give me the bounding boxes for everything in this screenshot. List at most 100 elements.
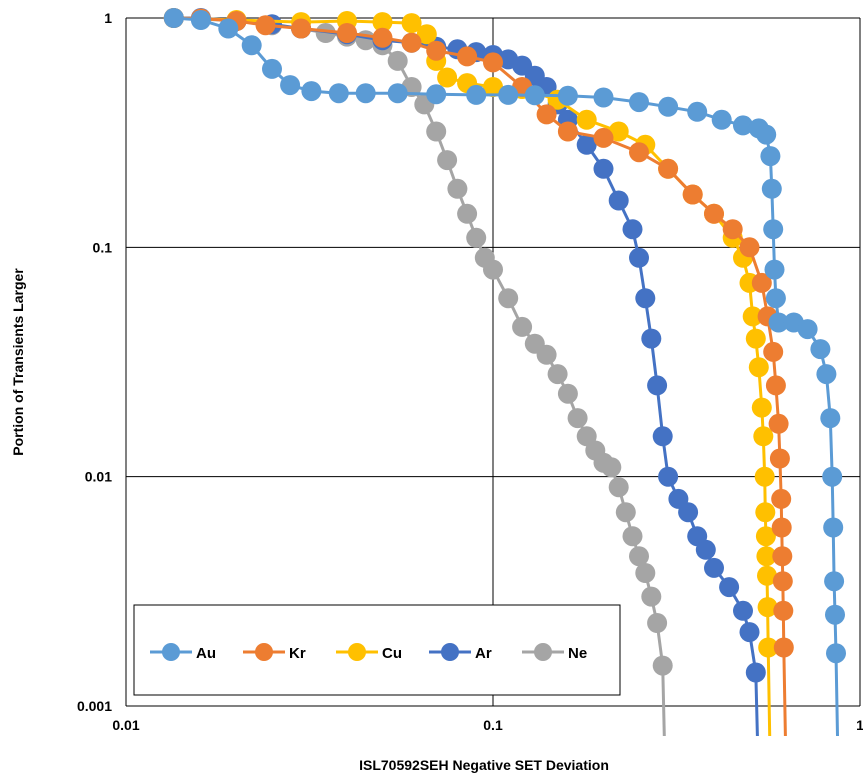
data-point [682,184,703,205]
data-point [763,219,784,240]
data-point [772,546,793,567]
data-point [768,413,789,434]
data-point [769,448,790,469]
data-point [695,539,716,560]
data-point [291,18,312,39]
legend-marker [534,643,552,661]
data-point [301,81,322,102]
data-point [372,12,393,33]
data-point [825,604,845,625]
data-point [755,502,776,523]
data-point [401,13,422,34]
data-point [255,15,276,36]
data-point [622,526,643,547]
data-point [739,622,760,643]
data-point [761,178,782,199]
data-point [557,85,578,106]
data-point [635,563,656,583]
data-point [387,50,408,71]
x-tick-label: 1 [856,717,863,733]
legend-label: Ne [568,645,587,662]
data-point [457,203,478,224]
data-point [797,319,818,340]
data-point [576,134,597,155]
data-point [547,364,568,385]
data-point [755,526,776,547]
data-point [426,84,447,105]
data-point [719,577,740,598]
data-point [751,397,772,418]
data-point [622,219,643,240]
data-point [764,259,785,280]
data-point [635,288,656,309]
data-point [466,227,487,248]
y-axis-title: Portion of Transients Larger [10,268,26,456]
data-point [615,502,636,523]
data-point [536,104,557,125]
legend: Au Kr Cu Ar Ne [133,604,621,696]
data-point [437,67,458,88]
data-point [457,46,478,67]
data-point [557,383,578,404]
gridlines [125,17,861,707]
data-point [387,83,408,104]
data-point [262,58,282,79]
legend-marker [348,643,366,661]
data-point [824,571,845,592]
data-point [437,150,458,171]
legend-marker [162,643,180,661]
y-tick-label: 0.001 [77,698,112,714]
data-point [771,517,792,538]
data-point [820,408,841,429]
legend-item-kr: Kr [243,643,306,662]
data-point [754,466,775,487]
data-point [647,375,668,396]
data-point [498,288,519,309]
data-point [816,364,837,385]
legend-label: Ar [475,645,492,662]
data-point [328,83,349,104]
data-point [426,40,447,61]
legend-label: Au [196,645,216,662]
data-point [629,142,649,163]
data-point [524,85,545,106]
data-point [760,146,781,167]
data-point [704,203,724,224]
data-point [593,127,614,148]
data-point [512,316,533,337]
data-point [823,517,844,538]
data-point [756,546,777,567]
data-point [748,357,769,378]
data-point [629,247,649,268]
data-point [629,92,649,113]
data-point [190,10,211,30]
data-point [757,597,778,618]
data-point [753,426,774,447]
data-point [641,328,662,349]
data-point [163,8,184,28]
data-point [608,477,629,498]
data-point [576,109,597,130]
data-point [745,662,766,683]
data-point [567,408,588,429]
data-point [652,655,673,676]
data-point [641,586,662,607]
data-point [765,375,786,396]
legend-marker [441,643,459,661]
data-point [241,35,262,56]
data-point [593,87,614,108]
legend-item-cu: Cu [336,643,402,662]
data-point [722,219,743,240]
data-point [608,121,629,142]
data-point [447,178,468,199]
data-point [372,27,393,48]
legend-item-ne: Ne [522,643,587,662]
data-point [401,32,422,53]
data-point [704,557,724,578]
data-point [647,613,668,633]
data-point [773,600,794,621]
data-point [745,328,766,349]
data-point [751,272,772,293]
data-point [536,344,557,365]
series-line [173,16,839,737]
